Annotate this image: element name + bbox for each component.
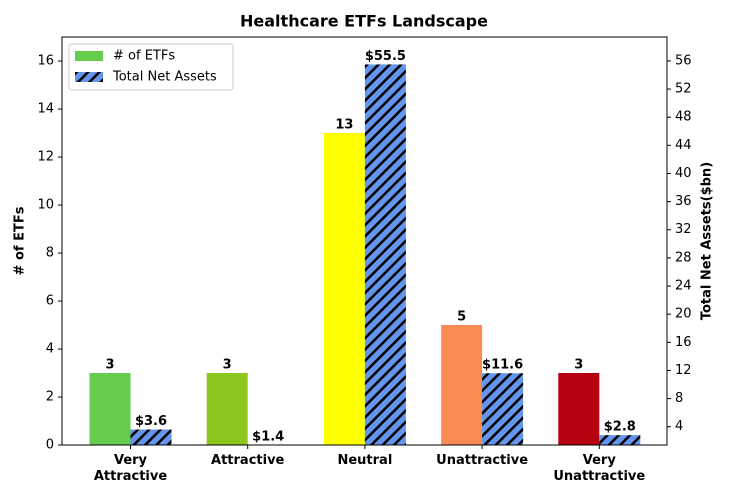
y-tick-label: 12 [37,150,54,165]
x-tick-label: Very Unattractive [553,453,646,484]
y2-tick-label: 48 [675,110,692,125]
y2-tick-label: 56 [675,53,692,68]
y-tick-label: 8 [46,246,54,261]
y2-tick-label: 28 [675,250,692,265]
value-label: 5 [457,310,466,325]
bar [364,64,406,446]
value-label: $3.6 [135,414,167,429]
y-tick-label: 0 [46,438,54,453]
bar [206,373,248,445]
legend-label: # of ETFs [113,49,175,64]
value-label: 3 [574,358,583,373]
y-tick-label: 16 [37,54,54,69]
bar [323,133,365,445]
bar [130,429,172,445]
value-label: $55.5 [365,49,406,64]
value-label: $11.6 [482,358,523,373]
value-label: 13 [335,118,353,133]
y2-tick-label: 12 [675,363,692,378]
y2-tick-label: 16 [675,335,692,350]
y2-tick-label: 20 [675,307,692,322]
y-tick-label: 10 [37,198,54,213]
bar [441,325,483,445]
y2-tick-label: 4 [675,419,683,434]
y-tick-label: 4 [46,342,54,357]
legend-swatch [75,72,103,82]
y2-tick-label: 32 [675,222,692,237]
y2-tick-label: 36 [675,194,692,209]
value-label: 3 [105,358,114,373]
y2-tick-label: 44 [675,138,692,153]
y2-tick-label: 40 [675,166,692,181]
y-axis-label: # of ETFs [13,206,28,275]
y2-tick-label: 24 [675,279,692,294]
value-label: $1.4 [252,430,284,445]
value-label: $2.8 [604,420,636,435]
legend-swatch [75,51,103,61]
x-tick-label: Very Attractive [93,453,168,484]
bar [558,373,600,445]
bar [89,373,131,445]
y-tick-label: 14 [37,102,54,117]
legend-box [68,43,234,91]
y-tick-label: 6 [46,294,54,309]
x-tick-label: Neutral [337,453,393,468]
y2-tick-label: 52 [675,82,692,97]
chart-title: Healthcare ETFs Landscape [240,12,488,31]
x-tick-label: Unattractive [436,453,529,468]
bar [599,435,641,445]
legend-label: Total Net Assets [112,70,217,85]
value-label: 3 [223,358,232,373]
y2-tick-label: 8 [675,391,683,406]
bar [482,373,524,445]
plot-frame [61,36,668,446]
y2-axis-label: Total Net Assets($bn) [700,162,715,320]
y-tick-label: 2 [46,390,54,405]
x-tick-label: Attractive [211,453,285,468]
